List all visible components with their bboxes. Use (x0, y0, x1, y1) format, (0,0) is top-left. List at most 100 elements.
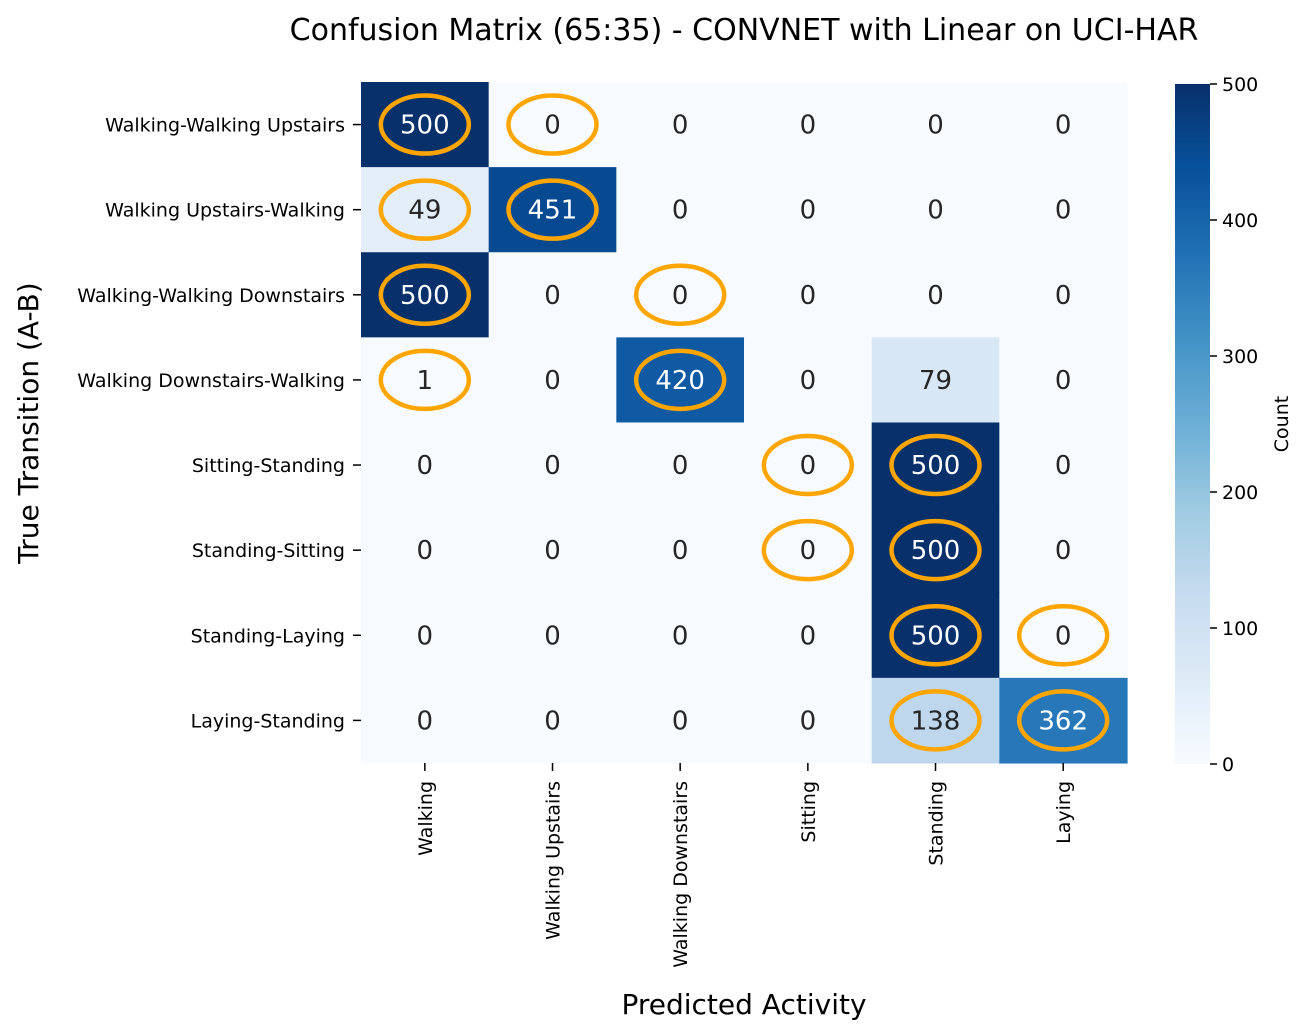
highlight-ellipse (889, 689, 982, 752)
cell-value-label: 0 (800, 281, 817, 311)
cell-value-label: 0 (927, 111, 944, 141)
y-axis-ticks: Walking-Walking Upstairs Walking Upstairs… (77, 115, 361, 732)
cell-value-label: 0 (672, 196, 689, 226)
cell-value-label: 0 (1055, 621, 1072, 651)
highlight-ellipse (378, 263, 472, 327)
heatmap-cell (744, 677, 873, 764)
cell-value-label: 0 (800, 536, 817, 566)
colorbar-tick-label: 400 (1222, 210, 1258, 232)
cell-value-label: 0 (800, 621, 817, 651)
y-tick-label: Walking Upstairs-Walking (105, 200, 345, 222)
cell-value-label: 500 (911, 536, 961, 566)
highlight-ellipses (378, 93, 1110, 752)
cell-value-label: 500 (911, 621, 961, 651)
highlight-ellipse (1016, 604, 1110, 667)
highlight-ellipse (506, 178, 599, 241)
cell-value-label: 0 (417, 706, 434, 736)
y-axis-label: True Transition (A-B) (12, 282, 45, 564)
cell-value-label: 0 (672, 111, 689, 141)
heatmap-cell (999, 252, 1128, 338)
highlight-ellipse (633, 348, 727, 412)
heatmap-cell (744, 592, 873, 679)
cell-value-label: 0 (672, 706, 689, 736)
cell-value-label: 0 (1055, 111, 1072, 141)
cell-value-label: 0 (1055, 536, 1072, 566)
cell-value-label: 0 (927, 196, 944, 226)
colorbar-tick-label: 300 (1222, 346, 1258, 368)
y-tick-label: Standing-Sitting (192, 540, 345, 562)
heatmap-cell (616, 507, 745, 594)
chart-title: Confusion Matrix (65:35) - CONVNET with … (290, 13, 1199, 48)
cell-value-label: 0 (544, 536, 561, 566)
x-tick-label: Sitting (798, 781, 820, 843)
heatmap-cell (871, 82, 1000, 168)
cell-value-label: 138 (911, 706, 961, 736)
cell-value-label: 0 (417, 451, 434, 481)
cell-value-label: 0 (544, 706, 561, 736)
cell-value-label: 0 (1055, 451, 1072, 481)
heatmap-cell (616, 167, 745, 253)
x-tick-label: Walking (415, 781, 437, 856)
cell-value-label: 0 (1055, 196, 1072, 226)
y-tick-label: Sitting-Standing (192, 455, 345, 477)
y-tick-label: Walking-Walking Upstairs (105, 115, 345, 137)
highlight-ellipse (633, 263, 727, 327)
heatmap-cell (744, 82, 873, 168)
cell-value-label: 0 (800, 706, 817, 736)
cell-value-label: 0 (544, 621, 561, 651)
heatmap-cell (488, 422, 617, 509)
colorbar-ticks: 0 100 200 300 400 500 (1210, 74, 1258, 776)
cell-value-label: 0 (544, 366, 561, 396)
cell-value-label: 500 (911, 451, 961, 481)
cell-value-label: 49 (408, 196, 441, 226)
cell-value-label: 0 (544, 451, 561, 481)
heatmap-cell (999, 167, 1128, 253)
highlight-ellipse (889, 433, 982, 497)
cell-value-label: 500 (400, 111, 450, 141)
heatmap-cell (999, 82, 1128, 168)
heatmap-cell (744, 167, 873, 253)
heatmap-cell (361, 677, 490, 764)
heatmap-cell (744, 337, 873, 424)
heatmap-cell (616, 677, 745, 764)
x-tick-label: Laying (1053, 781, 1075, 844)
heatmap-cell (616, 422, 745, 509)
cell-value-label: 0 (672, 451, 689, 481)
heatmap-cell (361, 507, 490, 594)
y-tick-label: Laying-Standing (191, 710, 345, 732)
cell-value-label: 451 (528, 196, 578, 226)
cell-value-label: 0 (927, 281, 944, 311)
x-tick-label: Walking Upstairs (543, 781, 565, 940)
cell-value-label: 0 (1055, 281, 1072, 311)
highlight-ellipse (378, 348, 472, 412)
cell-value-label: 0 (544, 111, 561, 141)
x-axis-ticks: Walking Walking Upstairs Walking Downstair… (415, 762, 1075, 968)
cell-value-label: 362 (1038, 706, 1088, 736)
x-axis-label: Predicted Activity (621, 988, 866, 1021)
highlight-ellipse (378, 178, 472, 241)
cell-value-label: 79 (919, 366, 952, 396)
heatmap-cell (744, 252, 873, 338)
cell-value-label: 0 (800, 196, 817, 226)
highlight-ellipse (378, 93, 472, 156)
cell-value-label: 0 (417, 621, 434, 651)
highlight-ellipse (889, 604, 982, 667)
colorbar: 0 100 200 300 400 500 Count (1175, 74, 1293, 776)
cell-value-label: 420 (655, 366, 705, 396)
highlight-ellipse (761, 518, 855, 582)
colorbar-tick-label: 500 (1222, 74, 1258, 96)
cell-value-label: 1 (417, 366, 434, 396)
heatmap-cell (361, 422, 490, 509)
heatmap-cell (361, 592, 490, 679)
heatmap-cell (999, 337, 1128, 424)
heatmap-cell (488, 337, 617, 424)
heatmap-cell (488, 252, 617, 338)
colorbar-tick-label: 200 (1222, 482, 1258, 504)
cell-value-label: 0 (544, 281, 561, 311)
cell-value-label: 0 (672, 621, 689, 651)
heatmap-cell (999, 507, 1128, 594)
cell-value-label: 0 (672, 281, 689, 311)
colorbar-gradient (1175, 84, 1210, 764)
cell-value-label: 0 (800, 366, 817, 396)
